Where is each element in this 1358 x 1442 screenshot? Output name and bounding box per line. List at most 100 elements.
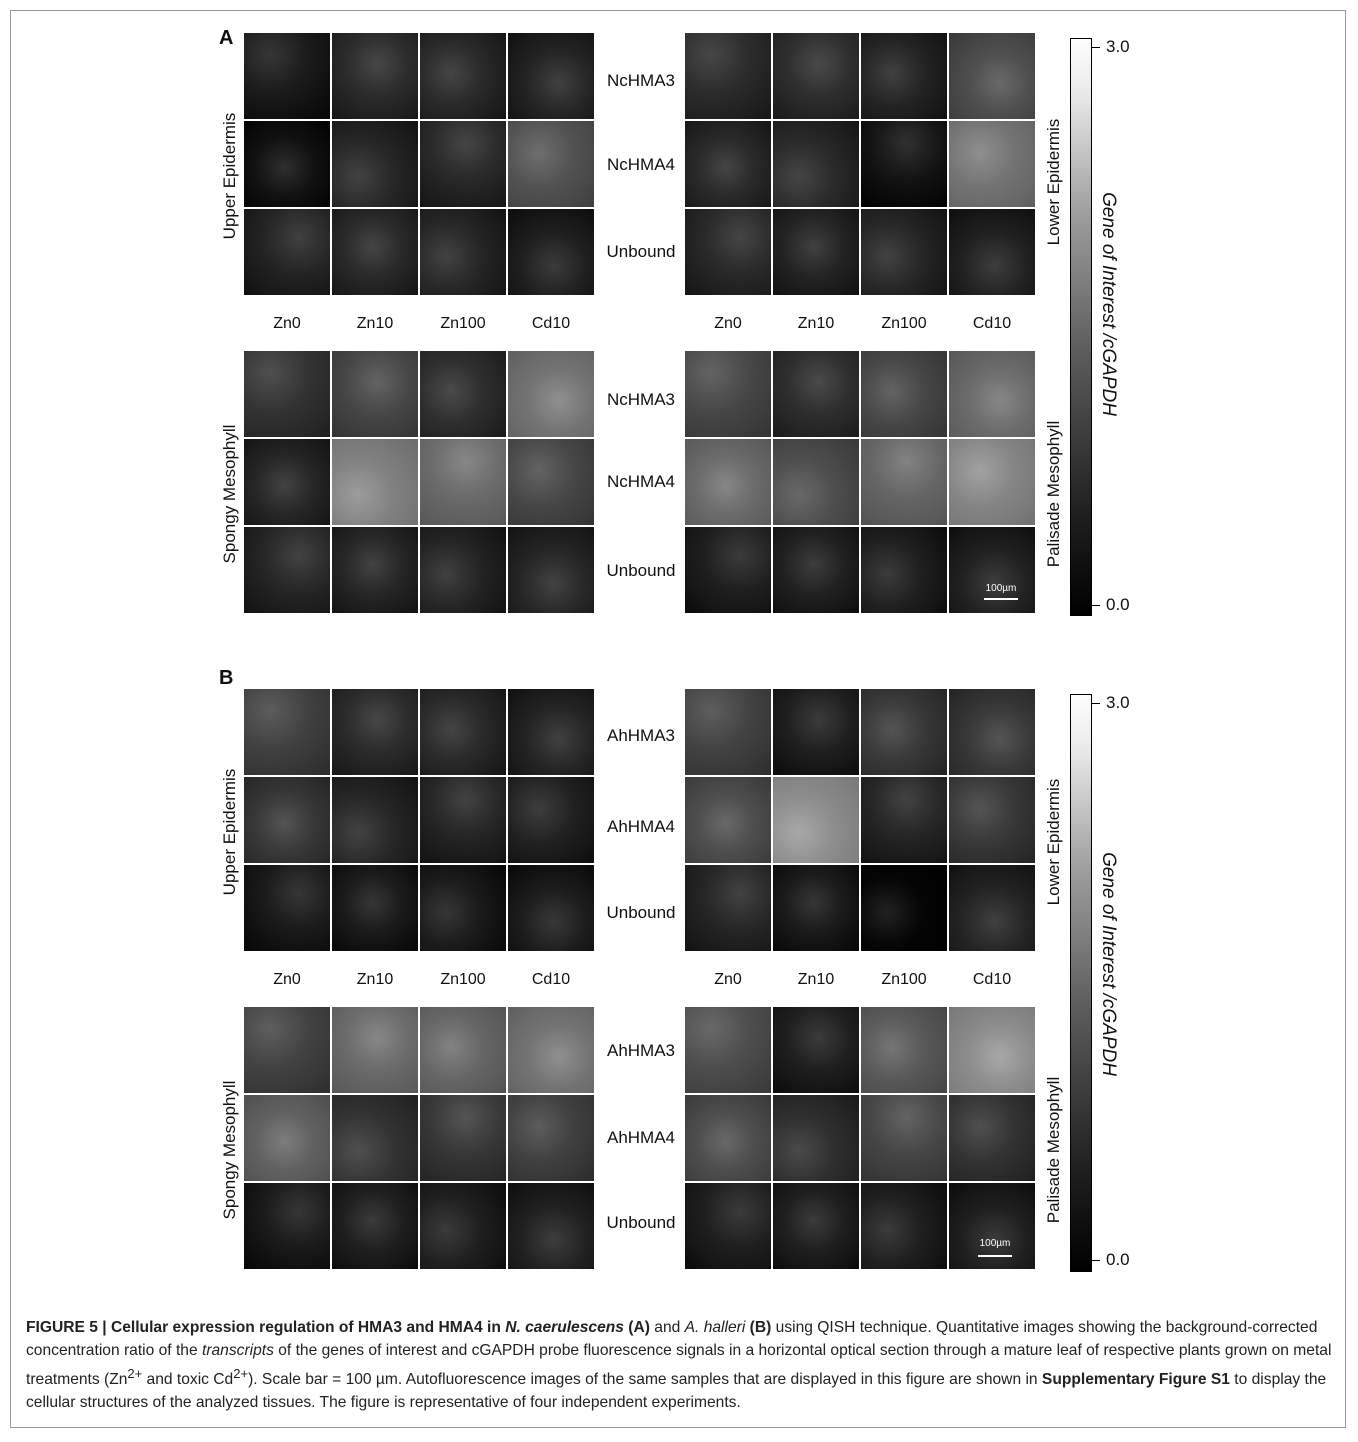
micrograph-cell: [773, 33, 859, 119]
micrograph-cell: [949, 351, 1035, 437]
micrograph-cell: [861, 209, 947, 295]
spongy-mesophyll-grid: [244, 351, 594, 613]
panel-b-label: B: [219, 667, 234, 689]
micrograph-cell: [773, 777, 859, 863]
column-label: Zn10: [797, 971, 835, 988]
row-label: Unbound: [606, 903, 676, 922]
micrograph-cell: [508, 351, 594, 437]
row-label: Unbound: [606, 1213, 676, 1232]
micrograph-cell: [244, 1007, 330, 1093]
colorbar-max-label: 3.0: [1106, 693, 1130, 712]
micrograph-cell: [244, 689, 330, 775]
tissue-label-palisade-mesophyll: Palisade Mesophyll: [1044, 1076, 1063, 1224]
micrograph-cell: [508, 121, 594, 207]
micrograph-cell: [332, 1095, 418, 1181]
colorbar-title: Gene of Interest /cGAPDH: [1098, 852, 1119, 1076]
colorbar-title: Gene of Interest /cGAPDH: [1098, 192, 1119, 416]
micrograph-cell: [420, 1007, 506, 1093]
colorbar-max-label: 3.0: [1106, 37, 1130, 56]
colorbar-tick: [1092, 1260, 1100, 1261]
micrograph-cell: [508, 1007, 594, 1093]
micrograph-cell: [332, 777, 418, 863]
lower-epidermis-grid: [685, 33, 1035, 295]
row-label: NcHMA4: [606, 155, 675, 174]
row-label: NcHMA3: [606, 71, 675, 90]
micrograph-cell: [685, 209, 771, 295]
micrograph-cell: [508, 865, 594, 951]
micrograph-cell: [861, 33, 947, 119]
micrograph-cell: [949, 527, 1035, 613]
micrograph-cell: [773, 351, 859, 437]
caption-panel-a-ref: (A): [628, 1319, 650, 1336]
micrograph-cell: [420, 121, 506, 207]
scale-bar: [978, 1255, 1012, 1257]
micrograph-cell: [685, 351, 771, 437]
tissue-label-lower-epidermis: Lower Epidermis: [1044, 778, 1063, 906]
micrograph-cell: [861, 121, 947, 207]
micrograph-cell: [244, 209, 330, 295]
micrograph-cell: [685, 439, 771, 525]
micrograph-cell: [420, 777, 506, 863]
micrograph-cell: [949, 121, 1035, 207]
tissue-label-lower-epidermis: Lower Epidermis: [1044, 118, 1063, 246]
column-label: Zn0: [273, 971, 301, 988]
micrograph-cell: [773, 527, 859, 613]
column-label: Zn10: [356, 315, 394, 332]
column-label: Zn100: [881, 315, 927, 332]
figure-caption: FIGURE 5 | Cellular expression regulatio…: [26, 1316, 1332, 1414]
micrograph-cell: [244, 121, 330, 207]
micrograph-cell: [685, 777, 771, 863]
palisade-mesophyll-grid: [685, 1007, 1035, 1269]
micrograph-cell: [685, 689, 771, 775]
tissue-label-palisade-mesophyll: Palisade Mesophyll: [1044, 420, 1063, 568]
micrograph-cell: [773, 865, 859, 951]
micrograph-cell: [773, 1095, 859, 1181]
row-label: AhHMA4: [606, 1128, 676, 1147]
colorbar: [1070, 38, 1092, 616]
caption-superscript: 2+: [233, 1366, 249, 1381]
micrograph-cell: [244, 1183, 330, 1269]
micrograph-cell: [420, 527, 506, 613]
tissue-label-upper-epidermis: Upper Epidermis: [220, 768, 239, 896]
scale-bar-label: 100µm: [979, 1238, 1011, 1249]
caption-text: of the genes of interest and cGAPDH prob…: [26, 1342, 1332, 1389]
micrograph-cell: [332, 689, 418, 775]
micrograph-cell: [420, 1095, 506, 1181]
column-label: Cd10: [972, 315, 1012, 332]
tissue-label-spongy-mesophyll: Spongy Mesophyll: [220, 1080, 239, 1220]
micrograph-cell: [244, 33, 330, 119]
row-label: NcHMA3: [606, 390, 675, 409]
micrograph-cell: [773, 439, 859, 525]
micrograph-cell: [861, 777, 947, 863]
tissue-label-spongy-mesophyll: Spongy Mesophyll: [220, 424, 239, 564]
column-label: Zn10: [797, 315, 835, 332]
caption-species-b: A. halleri: [684, 1319, 746, 1336]
micrograph-cell: [332, 351, 418, 437]
caption-text: to display the cellular structures of th…: [26, 1371, 1327, 1412]
colorbar-tick: [1092, 605, 1100, 606]
row-label: NcHMA4: [606, 472, 675, 491]
micrograph-cell: [685, 1007, 771, 1093]
micrograph-cell: [508, 1095, 594, 1181]
micrograph-cell: [861, 865, 947, 951]
column-label: Zn0: [273, 315, 301, 332]
micrograph-cell: [420, 33, 506, 119]
row-label: AhHMA3: [606, 1041, 676, 1060]
micrograph-cell: [332, 1007, 418, 1093]
micrograph-cell: [420, 1183, 506, 1269]
column-label: Zn100: [881, 971, 927, 988]
micrograph-cell: [861, 439, 947, 525]
colorbar-tick: [1092, 703, 1100, 704]
micrograph-cell: [949, 865, 1035, 951]
micrograph-cell: [508, 1183, 594, 1269]
micrograph-cell: [420, 689, 506, 775]
row-label: AhHMA4: [606, 817, 676, 836]
caption-figure-label: FIGURE 5 | Cellular expression regulatio…: [26, 1319, 506, 1336]
caption-text: and: [649, 1319, 685, 1336]
micrograph-cell: [949, 439, 1035, 525]
micrograph-cell: [685, 865, 771, 951]
column-label: Zn0: [714, 971, 742, 988]
caption-transcripts: transcripts: [201, 1342, 274, 1359]
micrograph-cell: [332, 209, 418, 295]
micrograph-cell: [508, 689, 594, 775]
